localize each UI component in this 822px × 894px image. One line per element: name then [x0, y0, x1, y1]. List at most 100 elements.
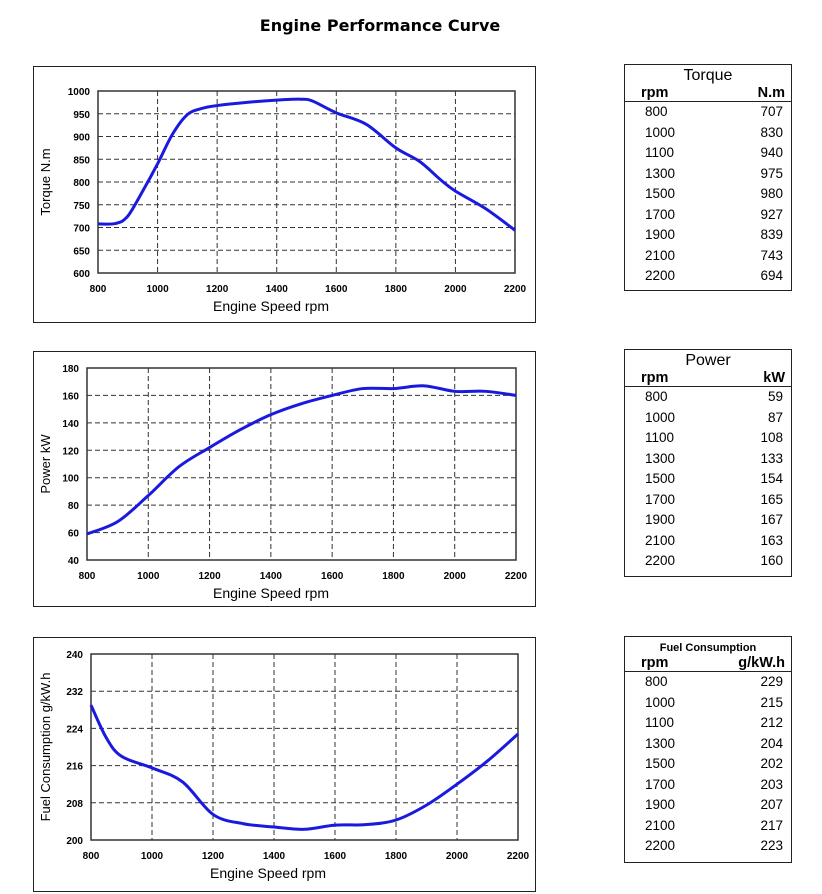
y-tick-label: 1000 — [68, 87, 91, 98]
x-tick-label: 1600 — [321, 571, 344, 582]
y-tick-label: 240 — [66, 650, 83, 661]
cell-rpm: 1900 — [645, 797, 676, 812]
x-axis-label: Engine Speed rpm — [210, 865, 326, 881]
cell-rpm: 1500 — [645, 186, 676, 201]
cell-value: 207 — [760, 797, 783, 812]
cell-rpm: 1500 — [645, 756, 676, 771]
cell-value: 229 — [760, 674, 783, 689]
cell-value: 133 — [760, 450, 783, 466]
table-row: 1100 212 — [625, 713, 791, 734]
x-tick-label: 2000 — [444, 284, 467, 295]
table-row: 1900 167 — [625, 510, 791, 531]
cell-value: 743 — [760, 247, 783, 263]
x-tick-label: 2200 — [505, 571, 528, 582]
table-row: 2100 217 — [625, 816, 791, 837]
cell-value: 87 — [767, 409, 783, 425]
table-row: 1000 215 — [625, 693, 791, 714]
cell-rpm: 1000 — [645, 409, 676, 425]
table-row: 1500 202 — [625, 754, 791, 775]
x-tick-label: 1200 — [202, 851, 225, 862]
y-tick-label: 600 — [73, 269, 90, 280]
table-header: rpm kW — [625, 370, 791, 387]
table-row: 2100 743 — [625, 246, 791, 267]
series-line — [86, 384, 517, 536]
x-tick-label: 1000 — [141, 851, 164, 862]
cell-value: 975 — [760, 165, 783, 181]
y-tick-label: 950 — [73, 110, 90, 121]
x-tick-label: 2200 — [504, 284, 527, 295]
cell-value: 167 — [760, 512, 783, 527]
chart-svg: 800 1000 1200 1400 1600 1800 2000 2200 200 208 216… — [38, 650, 530, 881]
cell-rpm: 2200 — [645, 268, 676, 283]
plot-frame — [90, 653, 519, 841]
series-line — [89, 704, 519, 831]
y-tick-label: 120 — [62, 446, 79, 457]
table-row: 1300 204 — [625, 734, 791, 755]
cell-value: 212 — [760, 715, 783, 730]
cell-rpm: 1100 — [645, 715, 675, 730]
cell-rpm: 800 — [645, 389, 668, 404]
table-row: 800 59 — [625, 387, 791, 408]
table-row: 1900 839 — [625, 225, 791, 246]
table-row: 1700 165 — [625, 490, 791, 511]
cell-value: 160 — [760, 553, 783, 568]
col-rpm: rpm — [641, 655, 669, 671]
chart-svg: 800 1000 1200 1400 1600 1800 2000 2200 600 650 700… — [38, 87, 527, 314]
cell-rpm: 1700 — [645, 491, 676, 507]
cell-value: 163 — [760, 532, 783, 548]
cell-rpm: 800 — [645, 104, 668, 119]
cell-rpm: 1700 — [645, 206, 676, 222]
table-row: 1300 975 — [625, 164, 791, 185]
x-tick-label: 1000 — [146, 284, 169, 295]
cell-rpm: 1700 — [645, 776, 676, 792]
y-tick-label: 900 — [73, 133, 90, 144]
y-tick-label: 160 — [62, 391, 79, 402]
table-header: rpm g/kW.h — [625, 655, 791, 672]
table-row: 2200 160 — [625, 551, 791, 572]
torque-chart: 800 1000 1200 1400 1600 1800 2000 2200 600 650 700… — [33, 66, 536, 323]
plot-frame — [86, 367, 517, 561]
cell-value: 165 — [760, 491, 783, 507]
cell-rpm: 1100 — [645, 145, 675, 160]
cell-rpm: 1900 — [645, 227, 676, 242]
cell-value: 830 — [760, 124, 783, 140]
y-tick-label: 100 — [62, 474, 79, 485]
y-tick-label: 216 — [66, 762, 83, 773]
y-tick-label: 80 — [68, 501, 80, 512]
y-tick-label: 60 — [68, 529, 80, 540]
x-tick-label: 1200 — [206, 284, 229, 295]
cell-value: 694 — [760, 268, 783, 283]
page-title: Engine Performance Curve — [259, 16, 501, 35]
table-row: 1000 830 — [625, 123, 791, 144]
plot-frame — [97, 90, 516, 274]
table-row: 1000 87 — [625, 408, 791, 429]
fuel-table: Fuel Consumption rpm g/kW.h 800 229 1000 215 11… — [624, 636, 792, 863]
table-row: 1700 203 — [625, 775, 791, 796]
table-row: 1500 154 — [625, 469, 791, 490]
cell-value: 202 — [760, 756, 783, 771]
cell-value: 839 — [760, 227, 783, 242]
y-tick-label: 232 — [66, 687, 83, 698]
x-tick-label: 2200 — [507, 851, 530, 862]
y-axis-label: Torque N.m — [38, 148, 53, 215]
y-tick-label: 800 — [73, 178, 90, 189]
table-row: 1900 207 — [625, 795, 791, 816]
x-tick-label: 800 — [90, 284, 107, 295]
y-tick-label: 850 — [73, 155, 90, 166]
cell-rpm: 2200 — [645, 838, 676, 853]
col-rpm: rpm — [641, 370, 669, 386]
x-tick-label: 1600 — [325, 284, 348, 295]
cell-value: 707 — [760, 104, 783, 119]
cell-value: 108 — [760, 430, 783, 445]
cell-rpm: 1100 — [645, 430, 675, 445]
cell-value: 154 — [760, 471, 783, 486]
x-tick-label: 2000 — [446, 851, 469, 862]
x-tick-label: 2000 — [444, 571, 467, 582]
fuel-chart: 800 1000 1200 1400 1600 1800 2000 2200 200 208 216… — [33, 637, 536, 892]
table-row: 1700 927 — [625, 205, 791, 226]
table-row: 2200 223 — [625, 836, 791, 857]
table-header: rpm N.m — [625, 85, 791, 102]
torque-table: Torque rpm N.m 800 707 1000 830 1100 940 1300 975 1… — [624, 64, 792, 291]
y-tick-label: 700 — [73, 224, 90, 235]
